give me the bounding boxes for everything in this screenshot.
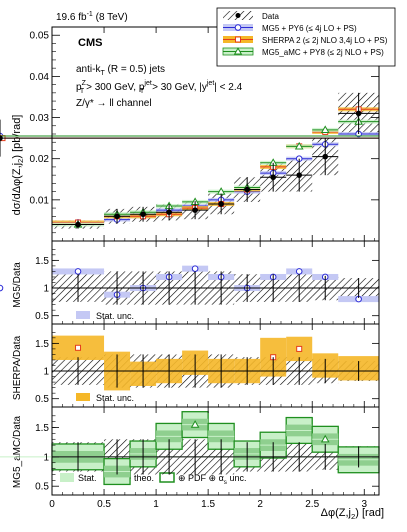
x-tick-label-3: 1.5 <box>201 499 215 510</box>
data-point <box>0 135 3 141</box>
amc-point <box>294 141 304 150</box>
sherpa-ratio-point <box>75 344 82 351</box>
main-y-tick-label: 0.03 <box>30 113 50 124</box>
x-tick-label-5: 2.5 <box>305 499 319 510</box>
y-axis-label-amc: MG5_aMC/Data <box>12 415 23 488</box>
x-axis-label: Δφ(Z,j2) [rad] <box>321 507 384 521</box>
y-axis-label-sherpa: SHERPA/Data <box>12 335 23 400</box>
main-y-tick-label: 0.01 <box>30 195 50 206</box>
main-y-tick-label: 0.02 <box>30 154 50 165</box>
data-point <box>244 186 250 193</box>
main-y-tick-label: 0.04 <box>30 72 50 83</box>
legend-data-label: Data <box>262 12 279 21</box>
sherpa-y-tick-label: 0.5 <box>35 394 49 405</box>
mg5-ratio-point <box>74 268 82 275</box>
sherpa-y-tick-label: 1.5 <box>35 339 49 350</box>
mg5-stat-unc-swatch <box>76 311 90 319</box>
mg5-stat-unc-label: Stat. unc. <box>96 311 134 321</box>
data-point <box>355 110 362 117</box>
data-point <box>114 213 120 220</box>
sherpa-ratio-point <box>296 345 303 352</box>
data-point <box>296 172 303 178</box>
amc-theo-label: ⊕ theo. <box>124 473 154 483</box>
legend-sherpa-label: SHERPA 2 (≤ 2j NLO 3,4j LO + PS) <box>262 36 388 45</box>
data-point <box>75 221 81 228</box>
amc-point <box>320 125 330 134</box>
mg5-y-tick-label: 0.5 <box>35 311 49 322</box>
data-point <box>218 201 224 207</box>
x-tick-label-6: 3 <box>361 499 367 510</box>
x-tick-label-0: 0 <box>49 499 55 510</box>
amc-y-tick-label: 0.5 <box>35 482 49 493</box>
data-point <box>140 211 146 218</box>
amc-ratio-point <box>190 420 200 428</box>
cut-line-2: pZ T > 300 GeV, pjet T > 30 GeV, |yjet| < 2.… <box>76 80 243 95</box>
data-point <box>322 153 329 160</box>
sherpa-y-tick-label: 1 <box>43 367 49 378</box>
legend-mg5-label: MG5 + PY6 (≤ 4j LO + PS) <box>262 24 357 33</box>
mg5-y-tick-label: 1 <box>43 284 49 295</box>
mg5-ratio-point <box>0 284 4 292</box>
y-axis-label-mg5: MG5/Data <box>12 262 23 308</box>
data-point <box>166 209 172 215</box>
amc-y-tick-label: 1.5 <box>35 423 49 434</box>
y-axis-label-main: dσ/dΔφ(Z,j2) [pb/rad] <box>11 115 25 216</box>
mg5-y-tick-label: 1.5 <box>35 256 49 267</box>
data-point <box>192 207 198 213</box>
amc-ratio-point <box>320 434 330 443</box>
experiment-label: CMS <box>78 37 102 49</box>
data-point <box>270 174 276 181</box>
amc-y-tick-label: 1 <box>43 452 49 463</box>
main-y-tick-label: 0.05 <box>30 31 50 42</box>
legend-data-marker <box>235 13 241 18</box>
cut-line-3: Z/γ* → ll channel <box>76 98 152 109</box>
mg5-ratio-point <box>295 268 303 275</box>
x-tick-label-4: 2 <box>257 499 263 510</box>
legend-amc-marker <box>233 47 243 55</box>
x-tick-label-2: 1 <box>153 499 159 510</box>
lumi-label: 19.6 fb-1 (8 TeV) <box>56 11 128 23</box>
legend-sherpa-marker <box>235 36 241 43</box>
amc-stat-label: Stat. <box>78 473 97 483</box>
legend: Data MG5 + PY6 (≤ 4j LO + PS) SHERPA 2 (… <box>216 7 396 67</box>
amc-pdf-label: ⊕ PDF ⊕ αs unc. <box>178 473 246 486</box>
amc-stat-swatch <box>60 473 74 482</box>
mg5-ratio-point <box>191 265 199 272</box>
cut-line-1: anti-kT (R = 0.5) jets <box>76 64 165 77</box>
x-tick-label-1: 0.5 <box>97 499 111 510</box>
sherpa-stat-unc-label: Stat. unc. <box>96 393 134 403</box>
legend-amc-label: MG5_aMC + PY8 (≤ 2j NLO + PS) <box>262 48 384 57</box>
plot-marks: 0.010.020.030.040.050.511.50.511.50 0.5 1 1… <box>0 27 380 510</box>
sherpa-stat-unc-swatch <box>76 393 90 401</box>
legend-mg5-marker <box>234 24 242 31</box>
